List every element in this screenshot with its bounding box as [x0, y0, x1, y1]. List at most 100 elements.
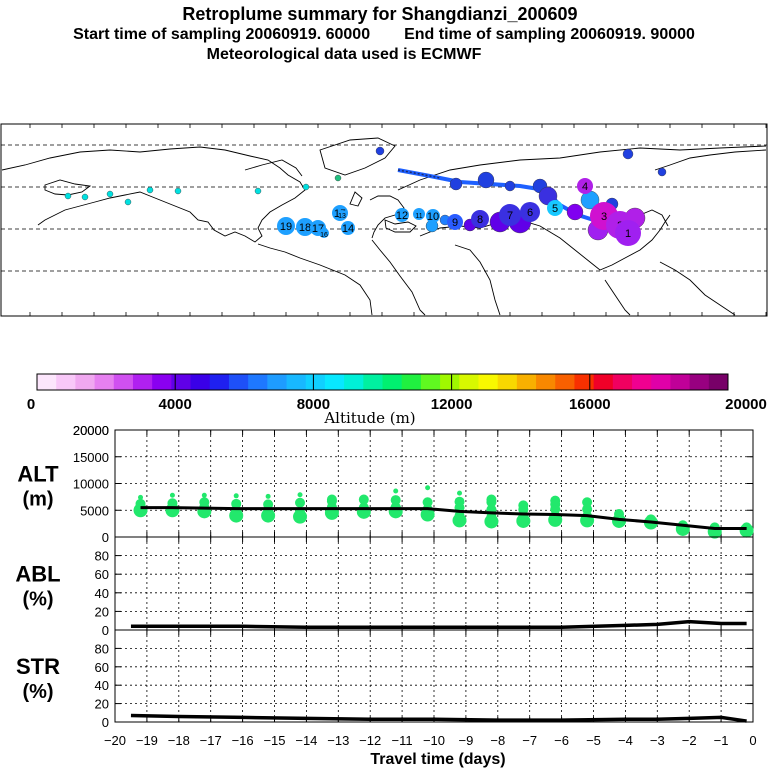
plume-blob	[587, 219, 609, 241]
colorbar-cell	[632, 374, 652, 390]
x-tick-label: −20	[104, 733, 126, 748]
x-tick-label: −14	[295, 733, 317, 748]
alt-scatter-point	[199, 502, 210, 513]
colorbar-cell	[401, 374, 422, 390]
plume-blob	[124, 198, 132, 206]
colorbar-title: Altitude (m)	[323, 409, 415, 427]
alt-scatter-point	[707, 524, 722, 539]
alt-scatter-point	[741, 522, 752, 533]
plume-blob	[439, 214, 451, 226]
alt-scatter-point	[233, 493, 239, 499]
colorbar-cell	[593, 374, 614, 390]
panel-frame	[114, 429, 754, 538]
plume-marker-1	[615, 220, 641, 246]
x-tick-label: −12	[359, 733, 381, 748]
y-tick-label: 40	[95, 586, 109, 601]
plume-marker-label: 8	[477, 214, 483, 226]
colorbar-cell	[670, 374, 691, 390]
colorbar-cell	[536, 374, 556, 390]
x-tick-label: −4	[618, 733, 633, 748]
alt-scatter-point	[388, 504, 403, 519]
plume-blob	[302, 183, 310, 191]
series-line	[140, 506, 747, 530]
alt-scatter-point	[518, 500, 529, 511]
alt-scatter-point	[645, 514, 656, 525]
x-tick-label: −1	[714, 733, 729, 748]
panel-ylabel: STR	[16, 654, 60, 679]
colorbar-cell	[382, 374, 403, 390]
alt-scatter-point	[675, 521, 690, 536]
plume-marker-11	[413, 208, 425, 220]
end-time-label: End time of sampling 20060919. 90000	[404, 26, 695, 43]
colorbar-cell	[286, 374, 307, 390]
y-tick-label: 15000	[73, 450, 109, 465]
panel-abl: 0 20 40 60 80 ABL(%)	[15, 536, 754, 638]
x-tick-label: −9	[458, 733, 473, 748]
y-tick-label: 20	[95, 697, 109, 712]
alt-scatter-point	[295, 506, 306, 517]
plume-marker-12	[395, 208, 409, 222]
alt-scatter-point	[550, 499, 561, 510]
start-time-label: Start time of sampling 20060919. 60000	[73, 26, 371, 43]
alt-scatter-point	[486, 497, 497, 508]
alt-scatter-point	[358, 502, 369, 513]
alt-scatter-point	[231, 505, 242, 516]
series-line	[130, 713, 747, 723]
y-tick-label: 40	[95, 678, 109, 693]
alt-scatter-point	[231, 498, 242, 509]
colorbar-cell	[708, 374, 729, 390]
panel-ylabel: ABL	[15, 562, 60, 587]
x-tick-label: −19	[136, 733, 158, 748]
y-tick-label: 10000	[73, 477, 109, 492]
colorbar-tick-label: 0	[27, 396, 35, 413]
plume-marker-label: 7	[507, 210, 513, 222]
series-line	[130, 619, 747, 629]
plume-blob	[622, 148, 634, 160]
colorbar-cell	[497, 374, 518, 390]
y-tick-label: 0	[102, 715, 109, 730]
y-tick-label: 20	[95, 604, 109, 619]
alt-scatter-point	[484, 514, 499, 529]
plume-blob	[463, 218, 477, 232]
alt-scatter-point	[263, 499, 274, 510]
y-tick-label: 80	[95, 549, 109, 564]
plume-blob	[508, 210, 532, 234]
x-tick-label: 0	[749, 733, 756, 748]
alt-scatter-point	[614, 512, 625, 523]
plume-blob	[489, 211, 511, 233]
plume-blob	[375, 146, 385, 156]
plume-marker-6	[520, 202, 540, 222]
alt-scatter-point	[420, 507, 435, 522]
y-tick-label: 0	[102, 623, 109, 638]
plume-blob	[81, 193, 89, 201]
plume-marker-label: 17	[312, 223, 324, 235]
plume-blob	[254, 187, 262, 195]
y-tick-label: 20000	[73, 423, 109, 438]
alt-scatter-point	[550, 495, 561, 506]
plume-track	[397, 168, 626, 232]
x-tick-label: −7	[522, 733, 537, 748]
colorbar-cell	[94, 374, 115, 390]
panel-ylabel: ALT	[17, 462, 59, 487]
alt-scatter-point	[457, 490, 463, 496]
alt-scatter-point	[709, 522, 720, 533]
alt-scatter-point	[167, 498, 178, 509]
colorbar-cell	[75, 374, 96, 390]
x-tick-label: −17	[200, 733, 222, 748]
plume-blob	[605, 197, 619, 211]
plume-blob	[580, 190, 600, 210]
alt-scatter-point	[265, 493, 271, 499]
plume-marker-label: 10	[427, 211, 439, 223]
plume-blob	[449, 177, 463, 191]
plume-blob	[334, 174, 342, 182]
sampling-times: Start time of sampling 20060919. 60000 En…	[0, 26, 768, 44]
colorbar-cell	[132, 374, 153, 390]
colorbar-tick-label: 20000	[725, 396, 767, 413]
plume-marker-7	[499, 204, 521, 226]
x-tick-label: −15	[263, 733, 285, 748]
plume-marker-17	[310, 220, 326, 236]
alt-scatter-point	[165, 503, 180, 518]
plume-blob	[657, 167, 667, 177]
plume-marker-8	[471, 210, 489, 228]
